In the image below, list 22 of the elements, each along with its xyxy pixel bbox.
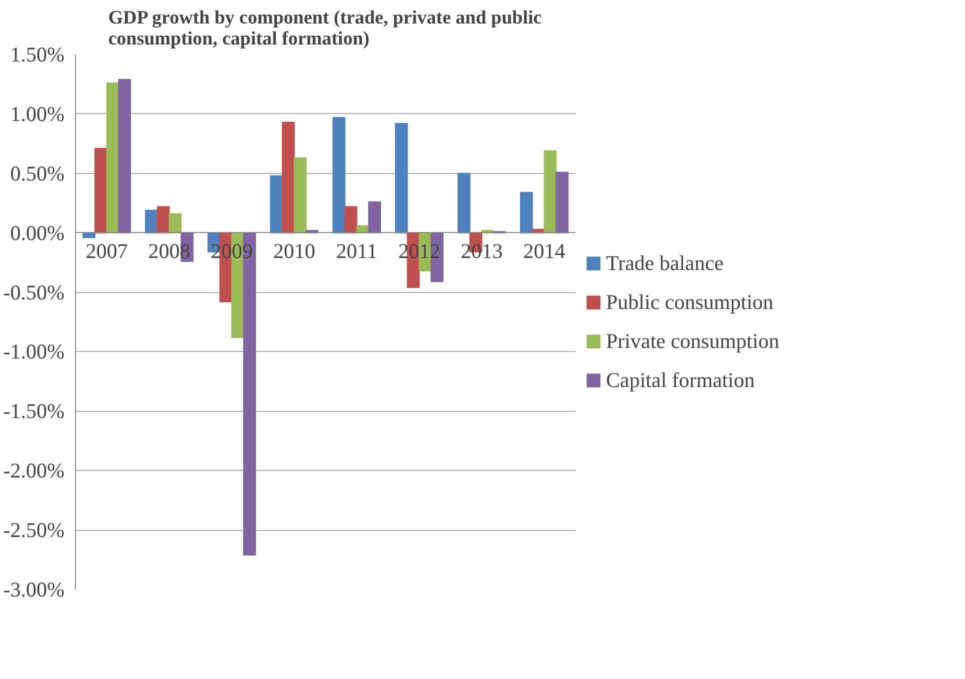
x-tick-label: 2011 <box>336 238 378 263</box>
legend-label: Private consumption <box>606 328 780 354</box>
y-tick-label: -2.00% <box>3 458 65 483</box>
y-tick-label: -1.50% <box>3 399 65 424</box>
y-tick-label: 0.50% <box>10 161 65 186</box>
y-tick-label: -0.50% <box>3 280 65 304</box>
x-tick-label: 2010 <box>273 238 316 263</box>
x-tick-label: 2007 <box>86 238 128 263</box>
y-tick-label: -2.50% <box>3 518 65 542</box>
y-tick-label: 1.00% <box>10 102 65 126</box>
y-tick-label: 1.50% <box>10 42 65 66</box>
y-tick-label: -1.00% <box>3 340 65 364</box>
x-tick-label: 2013 <box>460 238 503 263</box>
x-tick-label: 2009 <box>210 238 253 263</box>
y-tick-label: 0.00% <box>10 220 65 245</box>
legend-label: Trade balance <box>606 250 724 276</box>
chart-title: GDP growth by component (trade, private and public consumption, capital formation) <box>108 8 542 50</box>
x-tick-label: 2014 <box>523 238 566 263</box>
legend-label: Capital formation <box>606 368 755 392</box>
legend-label: Public consumption <box>606 290 774 314</box>
y-tick-label: -3.00% <box>3 578 65 602</box>
x-tick-label: 2012 <box>398 238 440 263</box>
